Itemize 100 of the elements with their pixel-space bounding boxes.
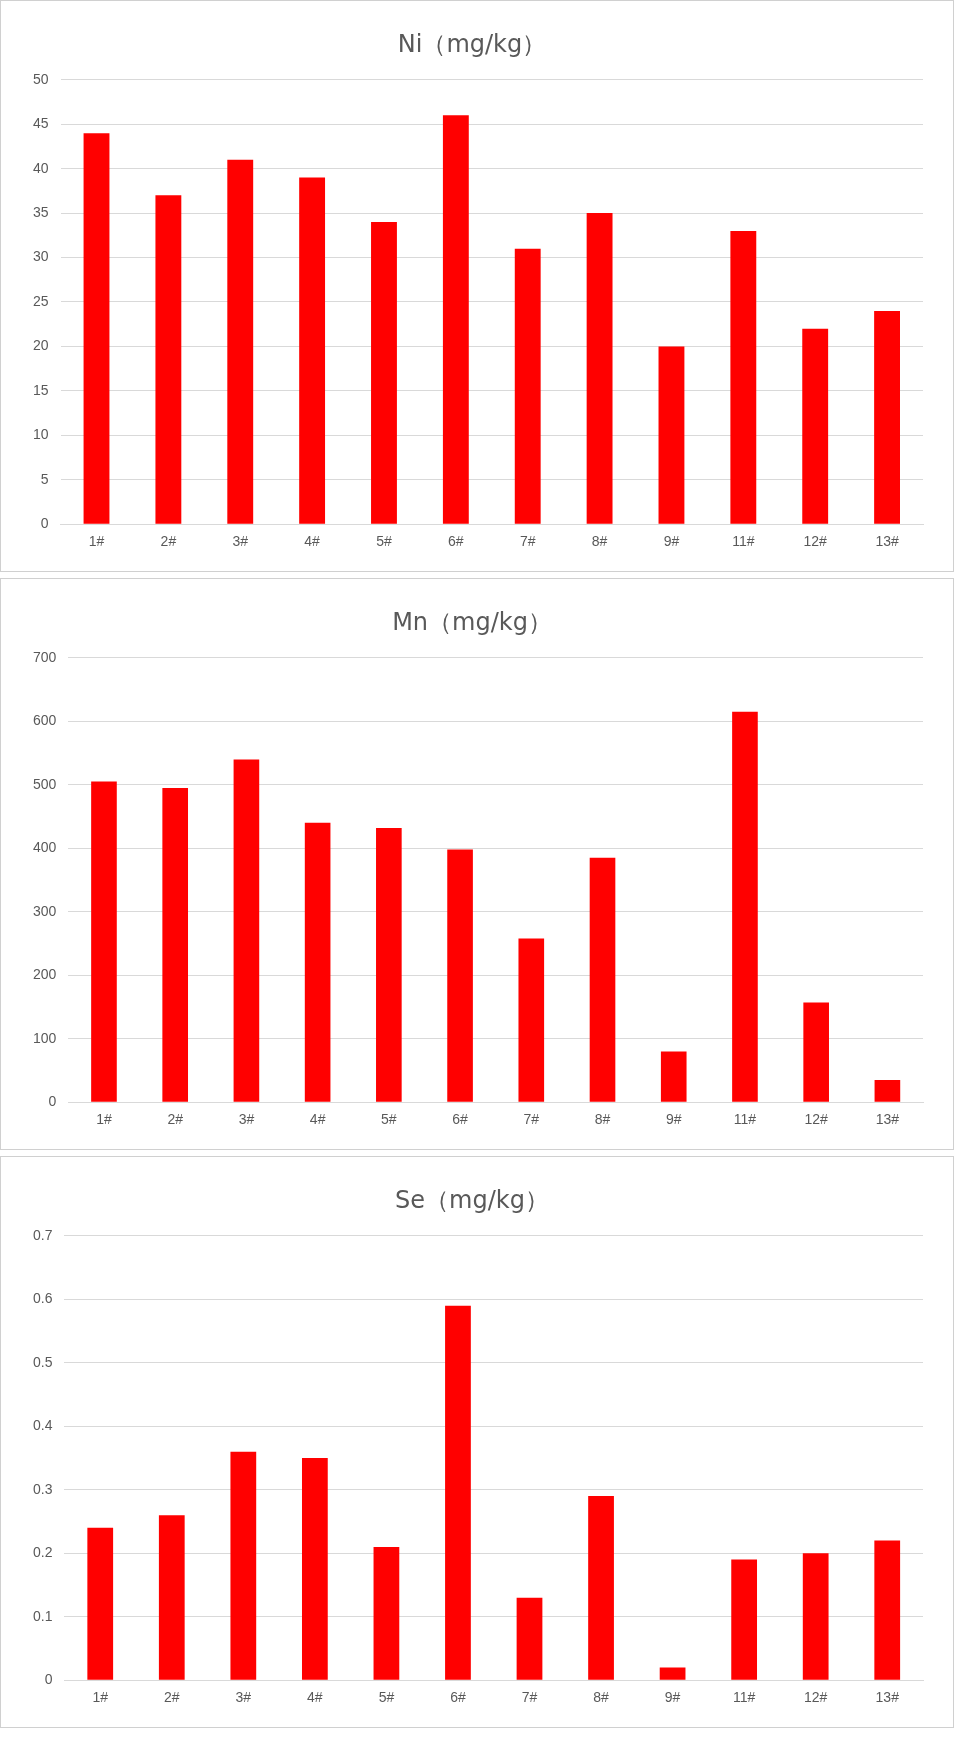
x-tick-label: 2# — [160, 533, 177, 550]
x-tick-label: 3# — [232, 533, 249, 550]
bar — [730, 230, 757, 524]
x-tick-label: 12# — [804, 1111, 829, 1128]
bar — [586, 213, 613, 524]
x-tick-label: 2# — [163, 1689, 180, 1706]
bar — [304, 822, 331, 1102]
bar — [659, 1667, 686, 1680]
x-tick-label: 6# — [452, 1111, 469, 1128]
bar — [589, 857, 616, 1102]
bar — [588, 1496, 614, 1680]
bar — [227, 159, 254, 524]
x-tick-label: 12# — [804, 1689, 828, 1706]
bar — [158, 1515, 185, 1680]
x-tick-label: 2# — [167, 1111, 184, 1128]
bar — [83, 133, 110, 524]
chart-title: Ni（mg/kg） — [397, 29, 547, 58]
y-tick-label: 0.5 — [32, 1353, 53, 1370]
y-tick-label: 35 — [32, 203, 49, 220]
bar — [155, 195, 182, 524]
x-tick-label: 4# — [304, 533, 321, 550]
y-tick-label: 0.4 — [32, 1417, 53, 1434]
x-tick-label: 5# — [381, 1111, 397, 1128]
bar — [802, 328, 829, 524]
bar — [660, 1051, 687, 1102]
y-tick-label: 50 — [32, 70, 49, 87]
x-tick-label: 3# — [238, 1111, 255, 1128]
bar — [91, 781, 117, 1102]
x-tick-label: 11# — [732, 533, 755, 550]
y-tick-label: 45 — [32, 115, 49, 132]
y-tick-label: 0 — [40, 515, 49, 532]
bar — [376, 827, 402, 1102]
bar — [518, 938, 545, 1102]
bar — [658, 346, 685, 524]
y-tick-label: 10 — [32, 426, 49, 443]
bar — [874, 1079, 901, 1102]
y-tick-label: 200 — [33, 966, 57, 983]
x-tick-label: 13# — [875, 1689, 900, 1706]
x-tick-label: 6# — [448, 533, 464, 550]
bar — [803, 1002, 829, 1102]
x-tick-label: 8# — [593, 1689, 610, 1706]
y-tick-label: 20 — [32, 337, 49, 354]
y-tick-label: 0 — [44, 1671, 53, 1688]
y-tick-label: 0 — [48, 1093, 57, 1110]
y-tick-label: 300 — [33, 902, 57, 919]
bar — [802, 1553, 829, 1680]
bar — [87, 1527, 114, 1680]
y-tick-label: 0.2 — [32, 1544, 53, 1561]
x-tick-label: 8# — [591, 533, 608, 550]
x-tick-label: 3# — [235, 1689, 252, 1706]
y-tick-label: 30 — [32, 248, 49, 265]
bar — [299, 177, 326, 524]
x-tick-label: 1# — [88, 533, 105, 550]
bar — [516, 1597, 543, 1680]
y-tick-label: 500 — [33, 775, 57, 792]
x-tick-label: 11# — [732, 1689, 756, 1706]
x-tick-label: 7# — [521, 1689, 538, 1706]
chart-title: Se（mg/kg） — [395, 1185, 549, 1214]
y-tick-label: 100 — [33, 1029, 57, 1046]
x-tick-label: 8# — [594, 1111, 611, 1128]
y-tick-label: 0.7 — [32, 1226, 53, 1243]
x-tick-label: 9# — [663, 533, 680, 550]
x-tick-label: 12# — [803, 533, 828, 550]
bar — [373, 1546, 400, 1680]
bar — [371, 222, 397, 524]
bar — [447, 849, 473, 1102]
y-tick-label: 0.1 — [32, 1607, 53, 1624]
y-tick-label: 400 — [33, 839, 57, 856]
x-tick-label: 7# — [523, 1111, 540, 1128]
x-tick-label: 4# — [307, 1689, 323, 1706]
x-tick-label: 11# — [733, 1111, 757, 1128]
y-tick-label: 40 — [32, 159, 49, 176]
chart-title: Mn（mg/kg） — [392, 607, 552, 636]
bar — [874, 310, 900, 524]
bar — [731, 1559, 758, 1680]
x-tick-label: 1# — [92, 1689, 109, 1706]
bar — [442, 115, 469, 524]
x-tick-label: 13# — [875, 1111, 900, 1128]
y-tick-label: 15 — [32, 381, 49, 398]
y-tick-label: 700 — [33, 648, 57, 665]
x-tick-label: 6# — [450, 1689, 466, 1706]
bar — [162, 787, 189, 1102]
x-tick-label: 5# — [376, 533, 392, 550]
x-tick-label: 7# — [519, 533, 536, 550]
x-tick-label: 9# — [665, 1111, 682, 1128]
x-tick-label: 5# — [378, 1689, 395, 1706]
y-tick-label: 0.3 — [32, 1480, 53, 1497]
bar — [233, 759, 260, 1102]
bar — [301, 1458, 328, 1680]
y-tick-label: 600 — [33, 712, 57, 729]
x-tick-label: 9# — [664, 1689, 681, 1706]
y-tick-label: 0.6 — [32, 1290, 53, 1307]
y-tick-label: 5 — [40, 470, 49, 487]
bar — [445, 1305, 471, 1680]
bar — [874, 1540, 901, 1680]
x-tick-label: 1# — [96, 1111, 112, 1128]
bar — [732, 711, 758, 1102]
x-tick-label: 13# — [875, 533, 899, 550]
y-tick-label: 25 — [32, 292, 49, 309]
bar — [230, 1451, 257, 1680]
